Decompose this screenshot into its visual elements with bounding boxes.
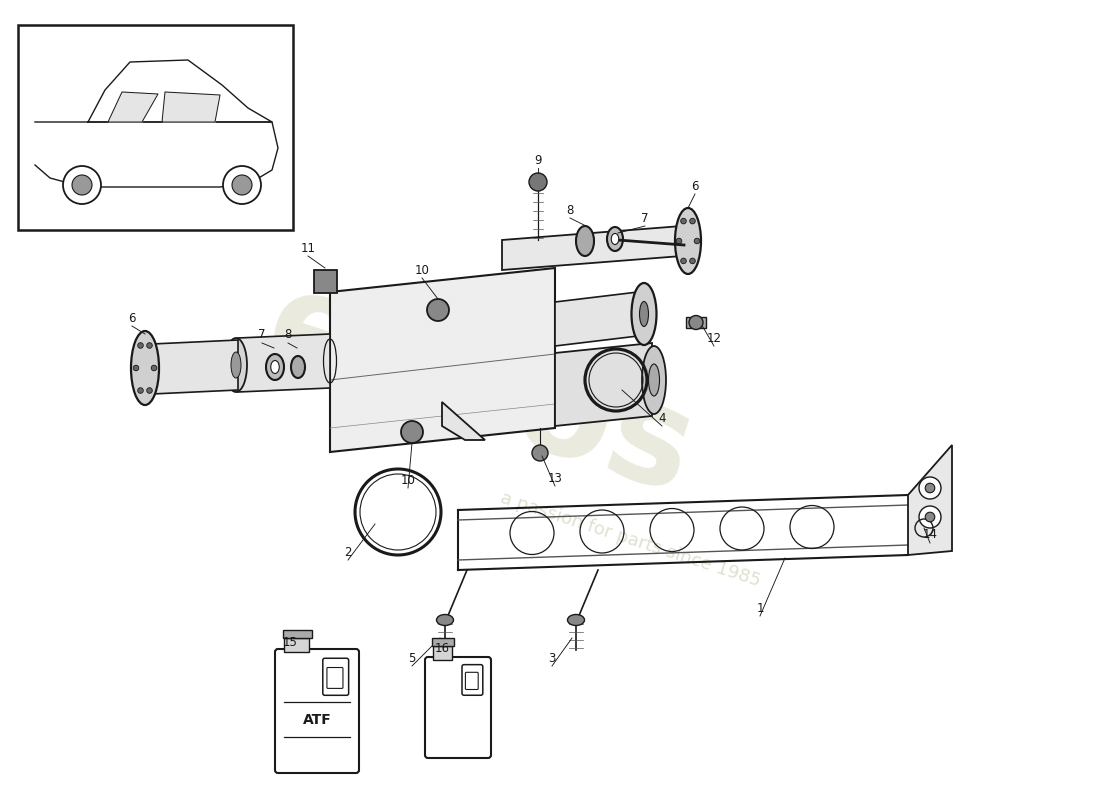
Ellipse shape bbox=[568, 614, 584, 626]
Polygon shape bbox=[686, 317, 706, 328]
Text: 13: 13 bbox=[548, 471, 562, 485]
Bar bbox=[314, 270, 337, 293]
FancyBboxPatch shape bbox=[322, 658, 349, 695]
Polygon shape bbox=[556, 292, 638, 346]
Text: 14: 14 bbox=[923, 529, 937, 542]
Circle shape bbox=[681, 218, 686, 224]
Circle shape bbox=[223, 166, 261, 204]
Text: 12: 12 bbox=[706, 331, 722, 345]
Circle shape bbox=[138, 388, 143, 394]
Circle shape bbox=[146, 388, 152, 394]
FancyBboxPatch shape bbox=[327, 667, 343, 688]
Circle shape bbox=[925, 483, 935, 493]
Circle shape bbox=[918, 477, 940, 499]
Circle shape bbox=[918, 506, 940, 528]
FancyBboxPatch shape bbox=[275, 649, 359, 773]
Ellipse shape bbox=[642, 346, 666, 414]
Text: 7: 7 bbox=[258, 329, 266, 342]
Ellipse shape bbox=[649, 364, 660, 396]
Bar bbox=[431, 638, 454, 646]
Text: a passion for parts since 1985: a passion for parts since 1985 bbox=[497, 490, 762, 590]
Ellipse shape bbox=[631, 283, 657, 345]
Circle shape bbox=[138, 342, 143, 348]
Circle shape bbox=[690, 258, 695, 264]
Ellipse shape bbox=[607, 227, 623, 251]
Ellipse shape bbox=[226, 338, 248, 392]
Polygon shape bbox=[442, 402, 485, 440]
Ellipse shape bbox=[231, 352, 241, 378]
Ellipse shape bbox=[576, 226, 594, 256]
Polygon shape bbox=[35, 122, 278, 187]
FancyBboxPatch shape bbox=[462, 665, 483, 695]
Polygon shape bbox=[556, 343, 652, 426]
Text: 16: 16 bbox=[434, 642, 450, 654]
Ellipse shape bbox=[131, 331, 160, 405]
Polygon shape bbox=[108, 92, 158, 122]
Text: ATF: ATF bbox=[302, 714, 331, 727]
Text: euros: euros bbox=[250, 258, 710, 522]
Text: 8: 8 bbox=[566, 203, 574, 217]
Polygon shape bbox=[152, 340, 238, 394]
Polygon shape bbox=[284, 638, 309, 652]
Circle shape bbox=[694, 238, 700, 244]
Ellipse shape bbox=[675, 208, 701, 274]
Text: 10: 10 bbox=[415, 263, 429, 277]
Polygon shape bbox=[908, 445, 952, 555]
Text: 1: 1 bbox=[757, 602, 763, 614]
Circle shape bbox=[529, 173, 547, 191]
Text: 7: 7 bbox=[641, 211, 649, 225]
Ellipse shape bbox=[639, 302, 649, 326]
Bar bbox=[283, 630, 311, 638]
Text: 6: 6 bbox=[129, 311, 135, 325]
Ellipse shape bbox=[266, 354, 284, 380]
Polygon shape bbox=[502, 226, 682, 270]
Circle shape bbox=[146, 342, 152, 348]
Bar bbox=[18, 25, 293, 230]
Circle shape bbox=[427, 299, 449, 321]
FancyBboxPatch shape bbox=[425, 657, 491, 758]
Circle shape bbox=[232, 175, 252, 195]
Ellipse shape bbox=[437, 614, 453, 626]
Polygon shape bbox=[330, 268, 556, 452]
Polygon shape bbox=[432, 646, 452, 660]
Circle shape bbox=[402, 421, 424, 443]
Circle shape bbox=[925, 512, 935, 522]
Ellipse shape bbox=[612, 234, 618, 245]
Text: 9: 9 bbox=[535, 154, 541, 166]
Text: 2: 2 bbox=[344, 546, 352, 558]
Text: 8: 8 bbox=[284, 329, 292, 342]
Text: 4: 4 bbox=[658, 411, 666, 425]
Text: 5: 5 bbox=[408, 651, 416, 665]
Circle shape bbox=[151, 365, 157, 371]
Circle shape bbox=[676, 238, 682, 244]
Circle shape bbox=[690, 218, 695, 224]
Text: 15: 15 bbox=[283, 635, 297, 649]
Circle shape bbox=[689, 315, 703, 330]
Polygon shape bbox=[162, 92, 220, 122]
Text: 6: 6 bbox=[691, 179, 698, 193]
Circle shape bbox=[63, 166, 101, 204]
Polygon shape bbox=[238, 334, 330, 392]
Ellipse shape bbox=[292, 356, 305, 378]
Ellipse shape bbox=[271, 361, 279, 374]
FancyBboxPatch shape bbox=[465, 672, 478, 690]
Polygon shape bbox=[88, 60, 272, 122]
Circle shape bbox=[681, 258, 686, 264]
Circle shape bbox=[133, 365, 139, 371]
Circle shape bbox=[72, 175, 92, 195]
Circle shape bbox=[532, 445, 548, 461]
Text: 10: 10 bbox=[400, 474, 416, 486]
Text: 3: 3 bbox=[548, 651, 556, 665]
Text: 11: 11 bbox=[300, 242, 316, 254]
